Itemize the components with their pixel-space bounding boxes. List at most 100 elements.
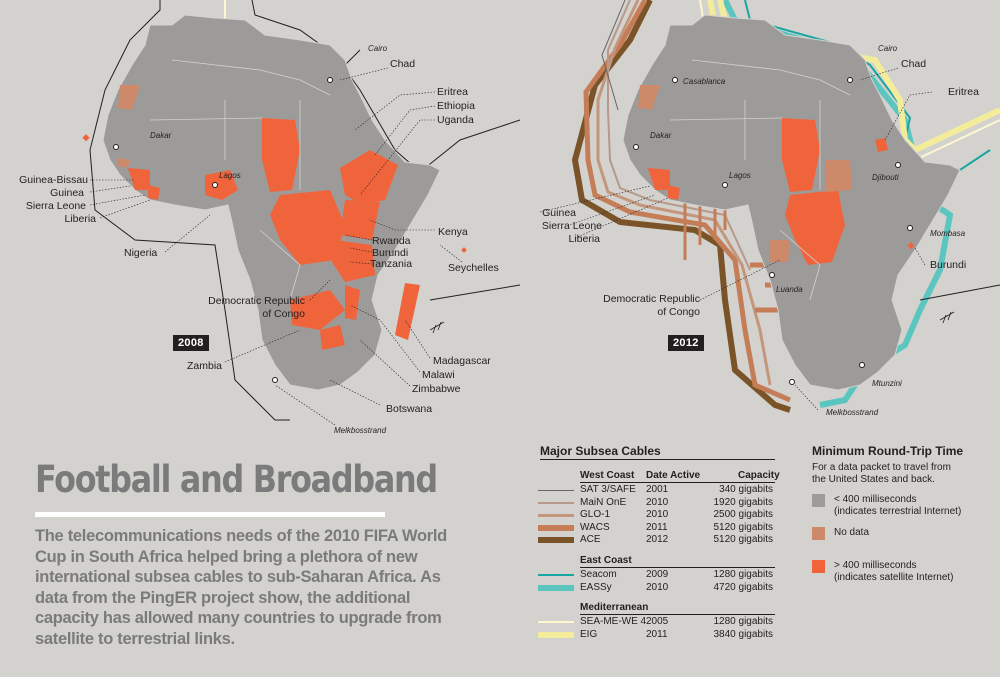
label-kenya-2008: Kenya [438, 226, 468, 238]
cable-name: ACE [580, 534, 601, 546]
label-nigeria-2008: Nigeria [124, 247, 158, 259]
city-label-dakar-2008: Dakar [150, 131, 172, 140]
label-ethiopia-2008: Ethiopia [437, 100, 475, 112]
city-label-casablanca-2012: Casablanca [683, 77, 726, 86]
nigeria-2008 [205, 170, 238, 200]
cables-legend-row: EASSy 2010 4720 gigabits [538, 581, 830, 594]
city-label-cairo-2012: Cairo [878, 44, 898, 53]
malawi-2008 [345, 285, 360, 320]
cable-date: 2010 [646, 581, 669, 593]
guinea-2012 [648, 168, 670, 190]
label-madagascar-2008: Madagascar [433, 355, 491, 367]
rtt-swatch [812, 494, 825, 507]
cables-group-header: West Coast Date Active Capacity [580, 470, 830, 482]
city-label-melkbosstrand-2008: Melkbosstrand [334, 426, 387, 435]
rtt-swatch [812, 560, 825, 573]
seychelles-mark-2008 [461, 247, 467, 253]
cables-group-header: East Coast [580, 555, 830, 567]
cable-name: Seacom [580, 569, 617, 580]
leaders-2008 [89, 67, 463, 426]
gambia-2008 [118, 158, 130, 168]
cable-capacity: 1920 gigabits [713, 496, 774, 508]
cable-date: 2012 [646, 534, 669, 546]
cable-swatch [538, 489, 574, 491]
drc-2012 [785, 190, 845, 265]
cable-name: GLO-1 [580, 509, 611, 521]
map-2008 [82, 0, 521, 426]
liberia-2012 [668, 185, 680, 200]
cables-legend-row: GLO-1 2010 2500 gigabits [538, 509, 830, 521]
label-sierra-leone-2008: Sierra Leone [25, 200, 86, 212]
cable-sat3-2012 [601, 0, 626, 111]
cable-swatch [538, 631, 574, 638]
city-label-mombasa-2012: Mombasa [930, 229, 966, 238]
cable-swatch [538, 513, 574, 517]
satellite-countries-2008 [82, 118, 467, 350]
africa-landmass-2008 [102, 14, 441, 391]
satellite-countries-2012 [648, 118, 915, 265]
label-tanzania-2008: Tanzania [370, 258, 413, 270]
cable-landings-2012 [683, 190, 727, 260]
city-label-dakar-2012: Dakar [650, 131, 672, 140]
cable-swatch [538, 524, 574, 531]
borders-2008 [149, 59, 331, 301]
cable-ace-2012 [571, 0, 791, 413]
cable-swatch [538, 537, 574, 544]
city-label-melkbosstrand-2012: Melkbosstrand [826, 408, 879, 417]
label-uganda-2008: Uganda [437, 114, 474, 126]
cable-east-thin-2012 [919, 284, 1000, 301]
cables-legend-row: Seacom 2009 1280 gigabits [538, 569, 830, 581]
city-label-lagos-2008: Lagos [219, 171, 241, 180]
label-guinea-2012: Guinea [542, 207, 576, 219]
label-sierra-leone-2012: Sierra Leone [541, 220, 602, 232]
cable-capacity: 5120 gigabits [713, 521, 774, 533]
zimbabwe-2008 [320, 325, 345, 350]
label-drc-2008: Democratic Republic [208, 295, 305, 307]
rtt-label-line1: > 400 milliseconds [834, 560, 917, 571]
ethiopia-2008 [340, 150, 398, 205]
cable-name: SAT 3/SAFE [580, 484, 636, 495]
cables-col-capacity: Capacity [738, 470, 780, 481]
city-label-cairo-2008: Cairo [368, 44, 388, 53]
year-badge-2012: 2012 [668, 335, 704, 351]
rtt-label-line2: (indicates satellite Internet) [834, 572, 954, 583]
label-zambia-2008: Zambia [187, 360, 223, 372]
cables-legend-row: ACE 2012 5120 gigabits [538, 534, 830, 546]
liberia-2008 [148, 185, 160, 200]
cables-legend-rule [540, 459, 775, 460]
title-underline [35, 512, 385, 517]
cable-wacs-2012 [583, 0, 791, 403]
cables-group-header: Mediterranean [580, 602, 830, 614]
rtt-label-line1: < 400 milliseconds [834, 494, 917, 505]
cable-seamewe4b-2012 [914, 119, 1000, 161]
label-liberia-2012: Liberia [568, 233, 600, 245]
label-malawi-2008: Malawi [422, 369, 455, 381]
label-drc-2012: Democratic Republic [603, 293, 700, 305]
chad-2012 [782, 118, 820, 192]
cape-verde-2008 [82, 134, 90, 142]
scale-marks-2012 [939, 311, 955, 324]
cables-group-name: Mediterranean [580, 602, 649, 614]
cable-seamewe-2008 [251, 0, 521, 173]
drc-2008 [270, 190, 345, 265]
rtt-label: < 400 milliseconds (indicates terrestrial… [834, 494, 1000, 518]
label-burundi-2012: Burundi [930, 259, 967, 271]
cable-east-2008 [429, 284, 521, 301]
cable-capacity: 1280 gigabits [713, 569, 774, 580]
article-body: The telecommunications needs of the 2010… [35, 527, 447, 648]
cable-glo1-2012 [596, 0, 772, 386]
cable-capacity: 3840 gigabits [713, 628, 774, 640]
rtt-label-line2: (indicates terrestrial Internet) [834, 506, 962, 517]
sudan-part-2012 [825, 160, 852, 192]
cables-group-name: West Coast [580, 470, 635, 481]
madagascar-2008 [395, 283, 420, 340]
cables-legend-row: WACS 2011 5120 gigabits [538, 521, 830, 534]
cable-date: 2010 [646, 496, 669, 508]
label-botswana-2008: Botswana [386, 403, 433, 415]
map-2012 [539, 0, 1000, 413]
cable-capacity: 340 gigabits [719, 484, 773, 495]
cables-group-name: East Coast [580, 555, 632, 566]
article-title: Football and Broadband [35, 458, 438, 501]
city-dots-2008 [113, 77, 333, 383]
